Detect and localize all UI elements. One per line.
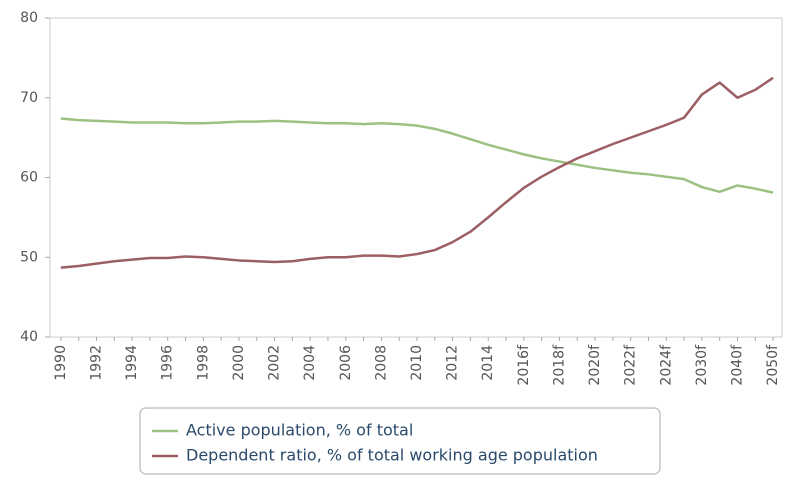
y-tick-label: 50 bbox=[20, 249, 38, 265]
x-tick-label: 1998 bbox=[195, 345, 211, 381]
legend-box bbox=[139, 407, 661, 475]
legend-label: Active population, % of total bbox=[186, 421, 413, 440]
x-tick-label: 2006 bbox=[338, 345, 354, 381]
x-tick-label: 2018f bbox=[551, 344, 567, 386]
series-line bbox=[60, 117, 774, 194]
x-tick-label: 2004 bbox=[302, 345, 318, 381]
y-tick-label: 80 bbox=[20, 10, 38, 26]
series-line bbox=[60, 76, 774, 269]
x-tick-label: 1994 bbox=[124, 345, 140, 381]
x-tick-label: 2000 bbox=[231, 345, 247, 381]
x-tick-label: 2020f bbox=[587, 344, 603, 386]
y-tick-label: 40 bbox=[20, 329, 38, 345]
x-tick-label: 2002 bbox=[267, 345, 283, 381]
x-tick-label: 2022f bbox=[623, 344, 639, 386]
x-tick-label: 2030f bbox=[694, 344, 710, 386]
x-tick-label: 2010 bbox=[409, 345, 425, 381]
x-tick-label: 1996 bbox=[160, 345, 176, 381]
x-tick-label: 2050f bbox=[765, 344, 781, 386]
x-tick-label: 1990 bbox=[53, 345, 69, 381]
x-tick-label: 2008 bbox=[373, 345, 389, 381]
y-tick-label: 60 bbox=[20, 170, 38, 186]
x-tick-label: 2040f bbox=[729, 344, 745, 386]
x-tick-label: 2024f bbox=[658, 344, 674, 386]
x-tick-label: 1992 bbox=[89, 345, 105, 381]
x-tick-label: 2016f bbox=[516, 344, 532, 386]
x-tick-label: 2014 bbox=[480, 345, 496, 381]
x-tick-label: 2012 bbox=[445, 345, 461, 381]
legend-label: Dependent ratio, % of total working age … bbox=[186, 446, 598, 465]
y-tick-label: 70 bbox=[20, 90, 38, 106]
